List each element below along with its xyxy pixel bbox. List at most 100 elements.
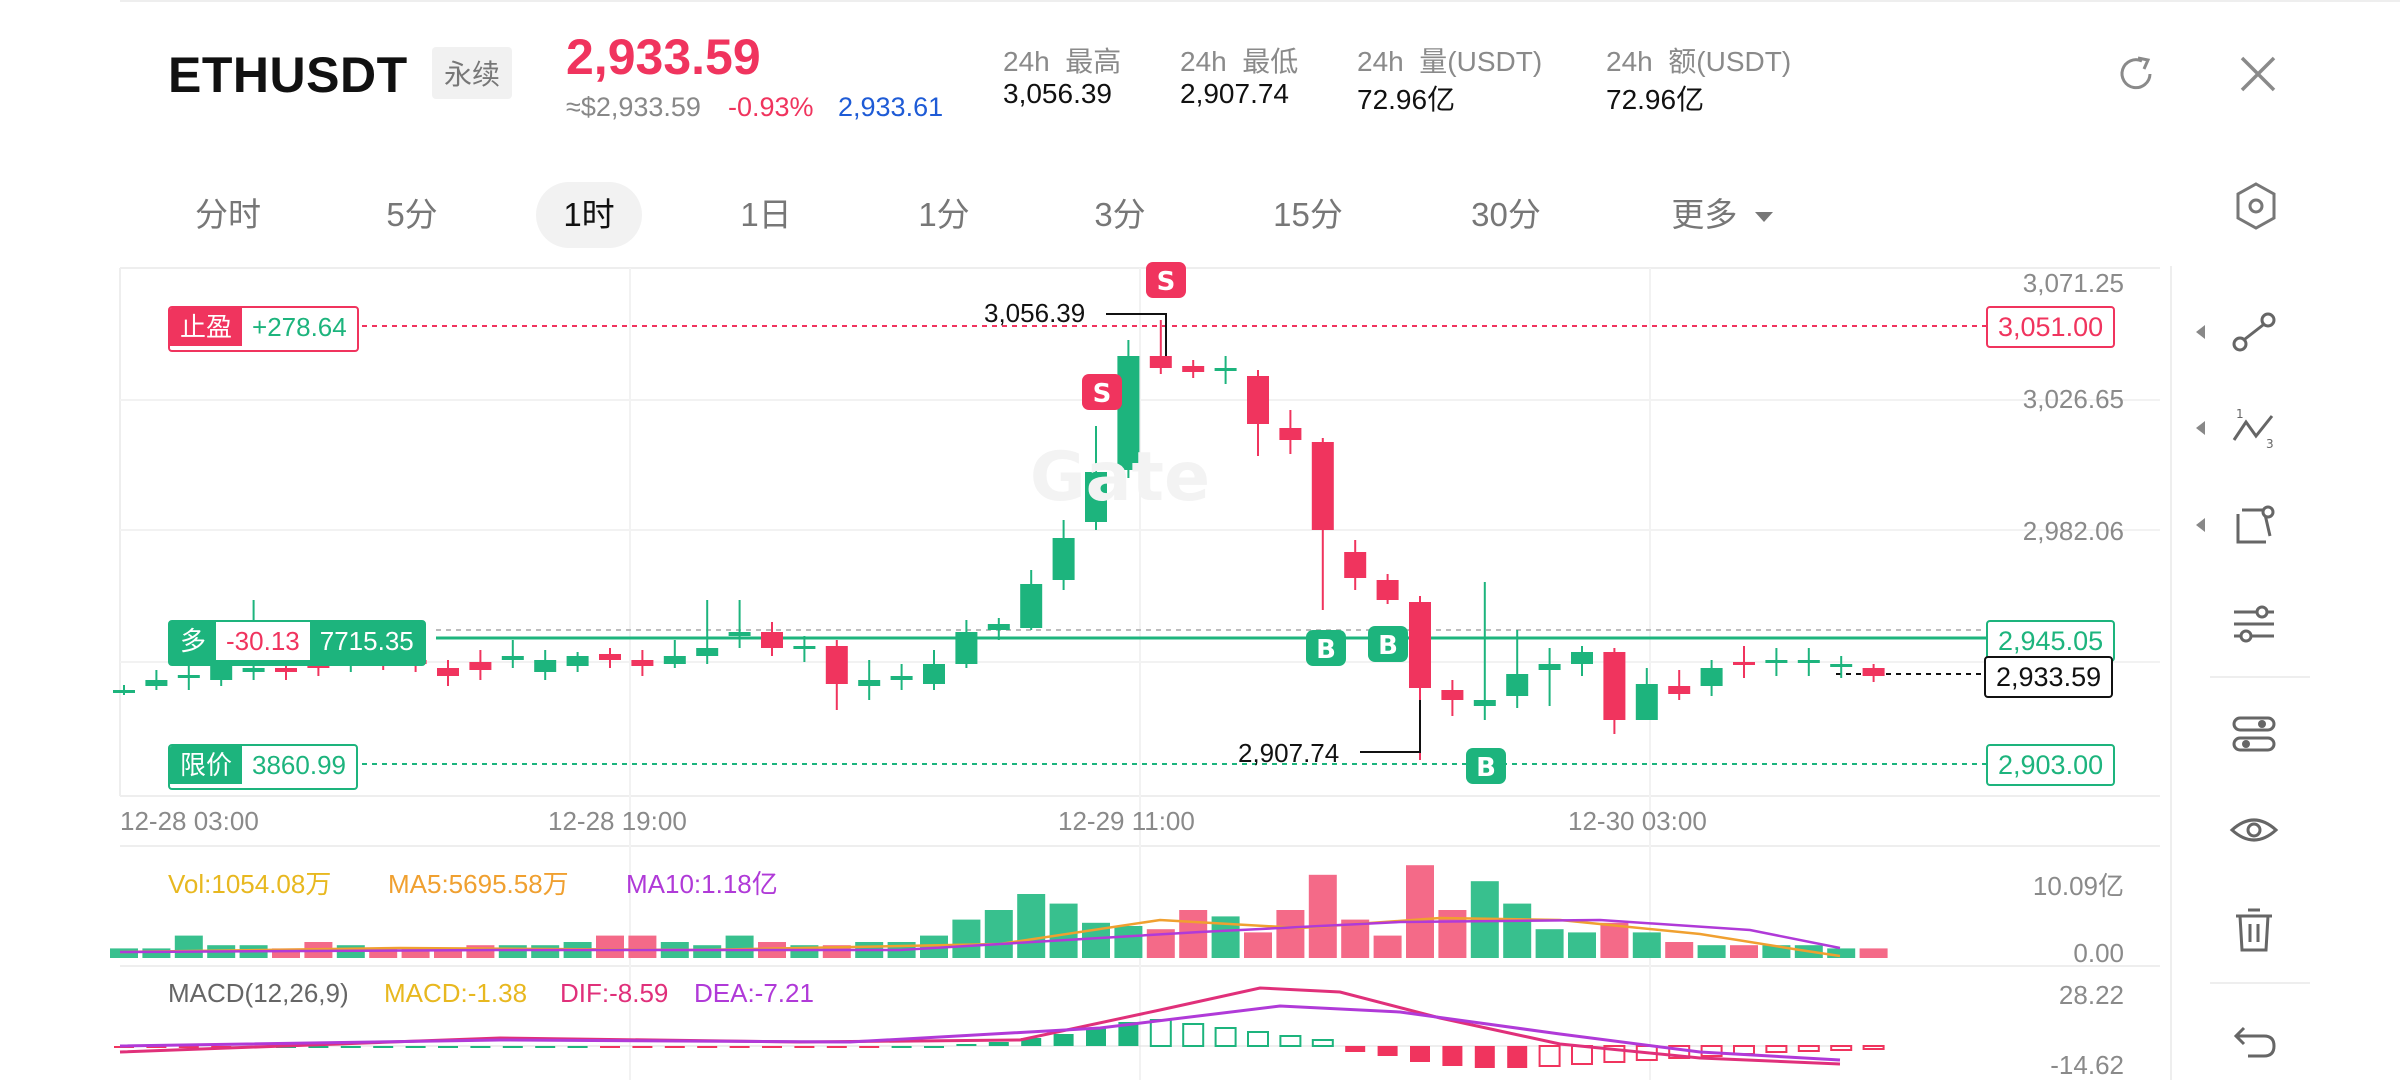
macd-histogram-bar [1474, 1046, 1495, 1068]
trade-marker-label: B [1316, 635, 1336, 665]
high-price-marker: 3,056.39 [984, 298, 1086, 328]
trade-marker [1466, 748, 1506, 784]
candlestick-chart[interactable]: S S B B B Gate [0, 250, 2400, 1080]
macd-histogram-bar [1053, 1034, 1074, 1046]
tab-more[interactable]: 更多 [1652, 182, 1792, 248]
volume-ma5: MA5:5695.58万 [388, 869, 569, 899]
layout-settings-icon[interactable] [2224, 704, 2284, 764]
tab-time-share[interactable]: 分时 [195, 196, 261, 233]
candle-body [1700, 668, 1723, 686]
candle-body [1668, 686, 1691, 694]
candle-body [1117, 356, 1140, 470]
y-axis-label: 3,026.65 [2022, 384, 2124, 414]
hexagon-settings-icon[interactable] [2232, 180, 2280, 232]
wave-tool-icon[interactable]: 1 3 [2224, 400, 2284, 460]
trade-marker-label: S [1093, 379, 1112, 409]
candle-body [858, 680, 881, 686]
toolbar-divider [2170, 266, 2172, 1080]
volume-bar [401, 948, 430, 958]
macd-histogram-bar [1214, 1027, 1237, 1047]
candle-body [242, 668, 265, 672]
expand-arrow-icon[interactable] [2196, 325, 2205, 339]
expand-arrow-icon[interactable] [2196, 421, 2205, 435]
tab-1d[interactable]: 1日 [740, 196, 792, 233]
volume-bar [466, 945, 495, 958]
stat-high-label: 24h 最高 [1003, 46, 1122, 77]
shape-tool-icon[interactable] [2224, 496, 2284, 556]
tab-30m[interactable]: 30分 [1471, 196, 1541, 233]
volume-bar [1827, 948, 1856, 958]
volume-bar [952, 919, 981, 958]
take-profit-order[interactable]: 止盈 +278.64 [168, 306, 359, 352]
low-pointer-line [1360, 700, 1421, 753]
volume-bar [1308, 874, 1337, 958]
eye-icon[interactable] [2224, 800, 2284, 860]
macd-histogram-bar [340, 1046, 361, 1048]
position-entry-price[interactable]: 2,945.05 [1986, 620, 2116, 662]
tab-1h[interactable]: 1时 [536, 182, 642, 248]
change-percent: -0.93% [728, 92, 814, 122]
volume-bar [1665, 942, 1694, 958]
volume-ma10-line [119, 918, 1841, 954]
candle-body [1635, 684, 1658, 720]
toolbar-separator [2210, 676, 2310, 678]
symbol-title[interactable]: ETHUSDT [168, 47, 408, 103]
last-price: 2,933.59 [566, 29, 761, 85]
caret-down-icon [1754, 212, 1773, 223]
macd-histogram-bar [826, 1046, 847, 1048]
toolbar-separator [2210, 982, 2310, 984]
tab-5m[interactable]: 5分 [386, 196, 438, 233]
tab-more-label: 更多 [1671, 196, 1738, 233]
candle-body [275, 668, 297, 672]
refresh-icon[interactable] [2112, 50, 2160, 98]
top-divider [120, 0, 2400, 2]
candle-body [825, 646, 848, 684]
tab-3m[interactable]: 3分 [1094, 196, 1146, 233]
x-axis-label: 12-28 19:00 [548, 806, 687, 836]
candle-body [631, 660, 654, 666]
usd-price: ≈$2,933.59 [566, 92, 701, 122]
volume-bar [369, 948, 398, 958]
macd-histogram-bar [470, 1046, 491, 1048]
candle-body [599, 654, 621, 660]
candle-body [1765, 660, 1788, 663]
volume-bar [174, 935, 203, 958]
candle-body [1862, 668, 1885, 676]
macd-dea-line [119, 1004, 1841, 1062]
trash-icon[interactable] [2224, 900, 2284, 960]
macd-histogram-bar [664, 1046, 685, 1048]
stat-low-value: 2,907.74 [1180, 78, 1289, 109]
long-position-order[interactable]: 多 -30.13 7715.35 [168, 620, 426, 666]
volume-bar [1568, 932, 1596, 958]
y-axis-label: 3,071.25 [2022, 268, 2124, 298]
limit-order-price[interactable]: 2,903.00 [1986, 744, 2116, 786]
take-profit-price[interactable]: 3,051.00 [1986, 306, 2116, 348]
tab-1m[interactable]: 1分 [918, 196, 970, 233]
volume-value: Vol:1054.08万 [168, 869, 332, 899]
indicator-settings-icon[interactable] [2224, 592, 2284, 652]
undo-icon[interactable] [2224, 1010, 2284, 1070]
candle-body [761, 632, 783, 648]
current-price-box: 2,933.59 [1984, 656, 2114, 698]
macd-axis-top: 28.22 [2058, 980, 2124, 1010]
limit-order[interactable]: 限价 3860.99 [168, 744, 358, 790]
tab-15m[interactable]: 15分 [1273, 196, 1343, 233]
macd-histogram-bar [632, 1046, 653, 1048]
candle-body [177, 675, 200, 678]
volume-bar [1017, 894, 1046, 958]
candle-body [987, 624, 1010, 630]
stat-low-label: 24h 最低 [1180, 46, 1299, 77]
macd-histogram-bar [1345, 1046, 1366, 1052]
volume-bar [984, 910, 1013, 958]
expand-arrow-icon[interactable] [2196, 518, 2205, 532]
take-profit-pnl: +278.64 [252, 312, 347, 342]
macd-histogram-bar [1118, 1022, 1139, 1046]
high-pointer-line [1106, 313, 1167, 356]
close-icon[interactable] [2234, 50, 2282, 98]
macd-histogram-bar [405, 1046, 426, 1048]
candle-body [1279, 428, 1302, 440]
candle-body [1182, 366, 1205, 372]
macd-histogram-bar [1538, 1045, 1561, 1067]
trend-line-icon[interactable] [2224, 302, 2284, 362]
macd-value: MACD:-1.38 [384, 978, 528, 1008]
